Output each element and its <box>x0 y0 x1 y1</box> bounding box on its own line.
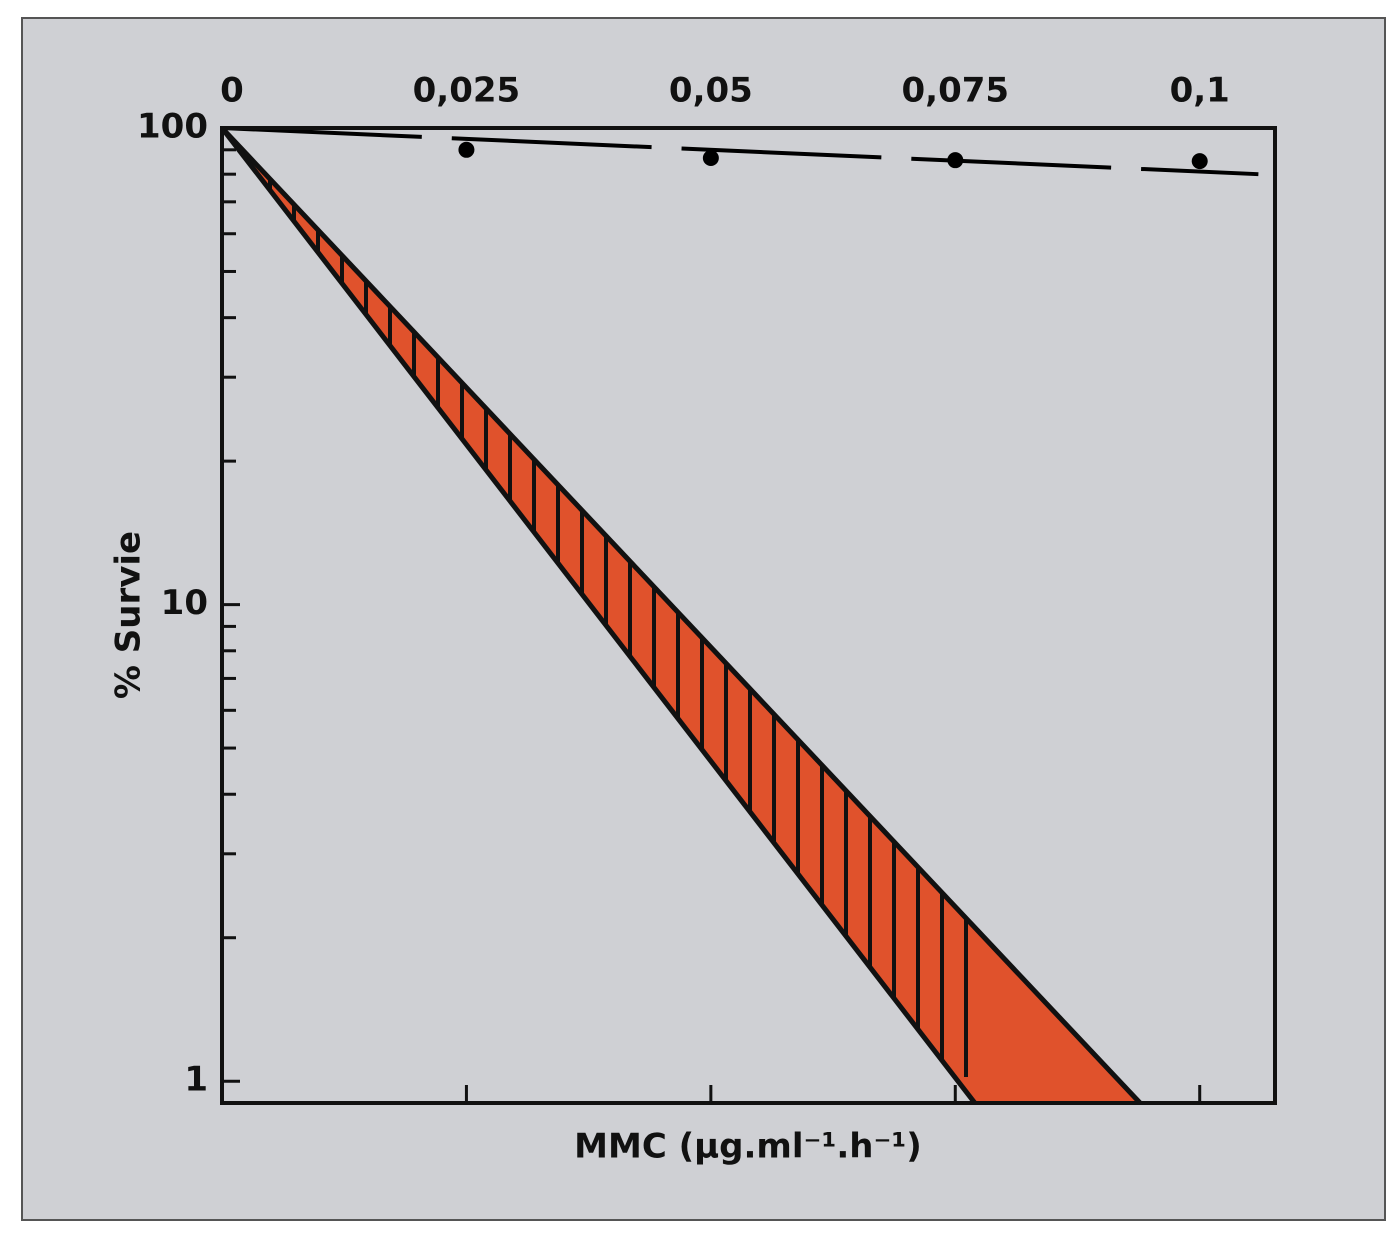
y-tick-label: 1 <box>184 1060 208 1100</box>
band-edge <box>222 128 977 1103</box>
x-tick-label: 0,025 <box>413 71 521 111</box>
panel <box>21 17 1386 1221</box>
data-point <box>702 150 719 167</box>
data-point <box>947 152 964 169</box>
y-axis-label: % Survie <box>109 531 149 699</box>
plot-area <box>222 128 1259 1103</box>
plot-frame <box>220 126 1277 1105</box>
data-point <box>1191 153 1208 170</box>
trend-line <box>222 128 1259 177</box>
x-axis-label: MMC (µg.ml⁻¹.h⁻¹) <box>574 1127 922 1167</box>
x-tick-label: 0,05 <box>669 71 753 111</box>
x-tick-label: 0,075 <box>902 71 1010 111</box>
band-edge <box>222 128 1142 1103</box>
y-tick-label: 100 <box>137 107 208 147</box>
data-point <box>458 141 475 158</box>
x-tick-label: 0 <box>220 71 244 111</box>
x-tick-label: 0,1 <box>1170 71 1230 111</box>
y-tick-label: 10 <box>161 583 208 623</box>
